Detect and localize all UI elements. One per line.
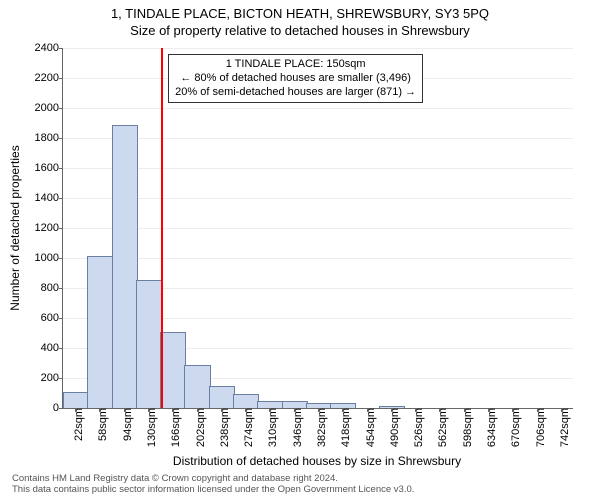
histogram-bar [87, 256, 113, 409]
histogram-bar [160, 332, 186, 408]
xtick-label: 526sqm [411, 408, 425, 447]
histogram-bar [282, 401, 308, 408]
reference-line [161, 48, 163, 408]
ytick-label: 2000 [35, 102, 63, 114]
page-title-line1: 1, TINDALE PLACE, BICTON HEATH, SHREWSBU… [0, 0, 600, 21]
histogram-bar [233, 394, 259, 409]
xtick-label: 454sqm [363, 408, 377, 447]
annotation-line1: 1 TINDALE PLACE: 150sqm [175, 58, 416, 72]
histogram-bar [209, 386, 235, 408]
page-title-line2: Size of property relative to detached ho… [0, 21, 600, 38]
ytick-label: 2200 [35, 72, 63, 84]
histogram-chart: 0200400600800100012001400160018002000220… [62, 48, 573, 409]
histogram-bar [136, 280, 162, 409]
gridline [63, 258, 573, 259]
gridline [63, 108, 573, 109]
footer-line2: This data contains public sector informa… [12, 485, 414, 496]
xtick-label: 202sqm [193, 408, 207, 447]
xtick-label: 274sqm [241, 408, 255, 447]
y-axis-label: Number of detached properties [8, 145, 22, 310]
xtick-label: 346sqm [290, 408, 304, 447]
xtick-label: 598sqm [460, 408, 474, 447]
annotation-box: 1 TINDALE PLACE: 150sqm← 80% of detached… [168, 54, 423, 103]
histogram-bar [379, 406, 405, 408]
ytick-label: 1000 [35, 252, 63, 264]
histogram-bar [330, 403, 356, 409]
ytick-label: 600 [41, 312, 63, 324]
xtick-label: 706sqm [533, 408, 547, 447]
ytick-label: 1600 [35, 162, 63, 174]
histogram-bar [63, 392, 89, 408]
ytick-label: 0 [53, 402, 63, 414]
footer-credits: Contains HM Land Registry data © Crown c… [12, 474, 414, 496]
xtick-label: 742sqm [557, 408, 571, 447]
gridline [63, 48, 573, 49]
gridline [63, 198, 573, 199]
gridline [63, 168, 573, 169]
xtick-label: 238sqm [217, 408, 231, 447]
xtick-label: 310sqm [265, 408, 279, 447]
ytick-label: 1200 [35, 222, 63, 234]
ytick-label: 200 [41, 372, 63, 384]
ytick-label: 800 [41, 282, 63, 294]
xtick-label: 58sqm [95, 408, 109, 441]
ytick-label: 400 [41, 342, 63, 354]
xtick-label: 382sqm [314, 408, 328, 447]
xtick-label: 130sqm [144, 408, 158, 447]
xtick-label: 22sqm [71, 408, 85, 441]
annotation-line3: 20% of semi-detached houses are larger (… [175, 86, 416, 100]
xtick-label: 94sqm [120, 408, 134, 441]
xtick-label: 490sqm [387, 408, 401, 447]
histogram-bar [184, 365, 210, 408]
ytick-label: 2400 [35, 42, 63, 54]
gridline [63, 138, 573, 139]
ytick-label: 1800 [35, 132, 63, 144]
xtick-label: 634sqm [484, 408, 498, 447]
xtick-label: 670sqm [508, 408, 522, 447]
x-axis-label: Distribution of detached houses by size … [62, 454, 572, 468]
xtick-label: 166sqm [168, 408, 182, 447]
ytick-label: 1400 [35, 192, 63, 204]
xtick-label: 562sqm [435, 408, 449, 447]
gridline [63, 228, 573, 229]
histogram-bar [306, 403, 332, 409]
annotation-line2: ← 80% of detached houses are smaller (3,… [175, 72, 416, 86]
xtick-label: 418sqm [338, 408, 352, 447]
histogram-bar [112, 125, 138, 408]
histogram-bar [257, 401, 283, 408]
